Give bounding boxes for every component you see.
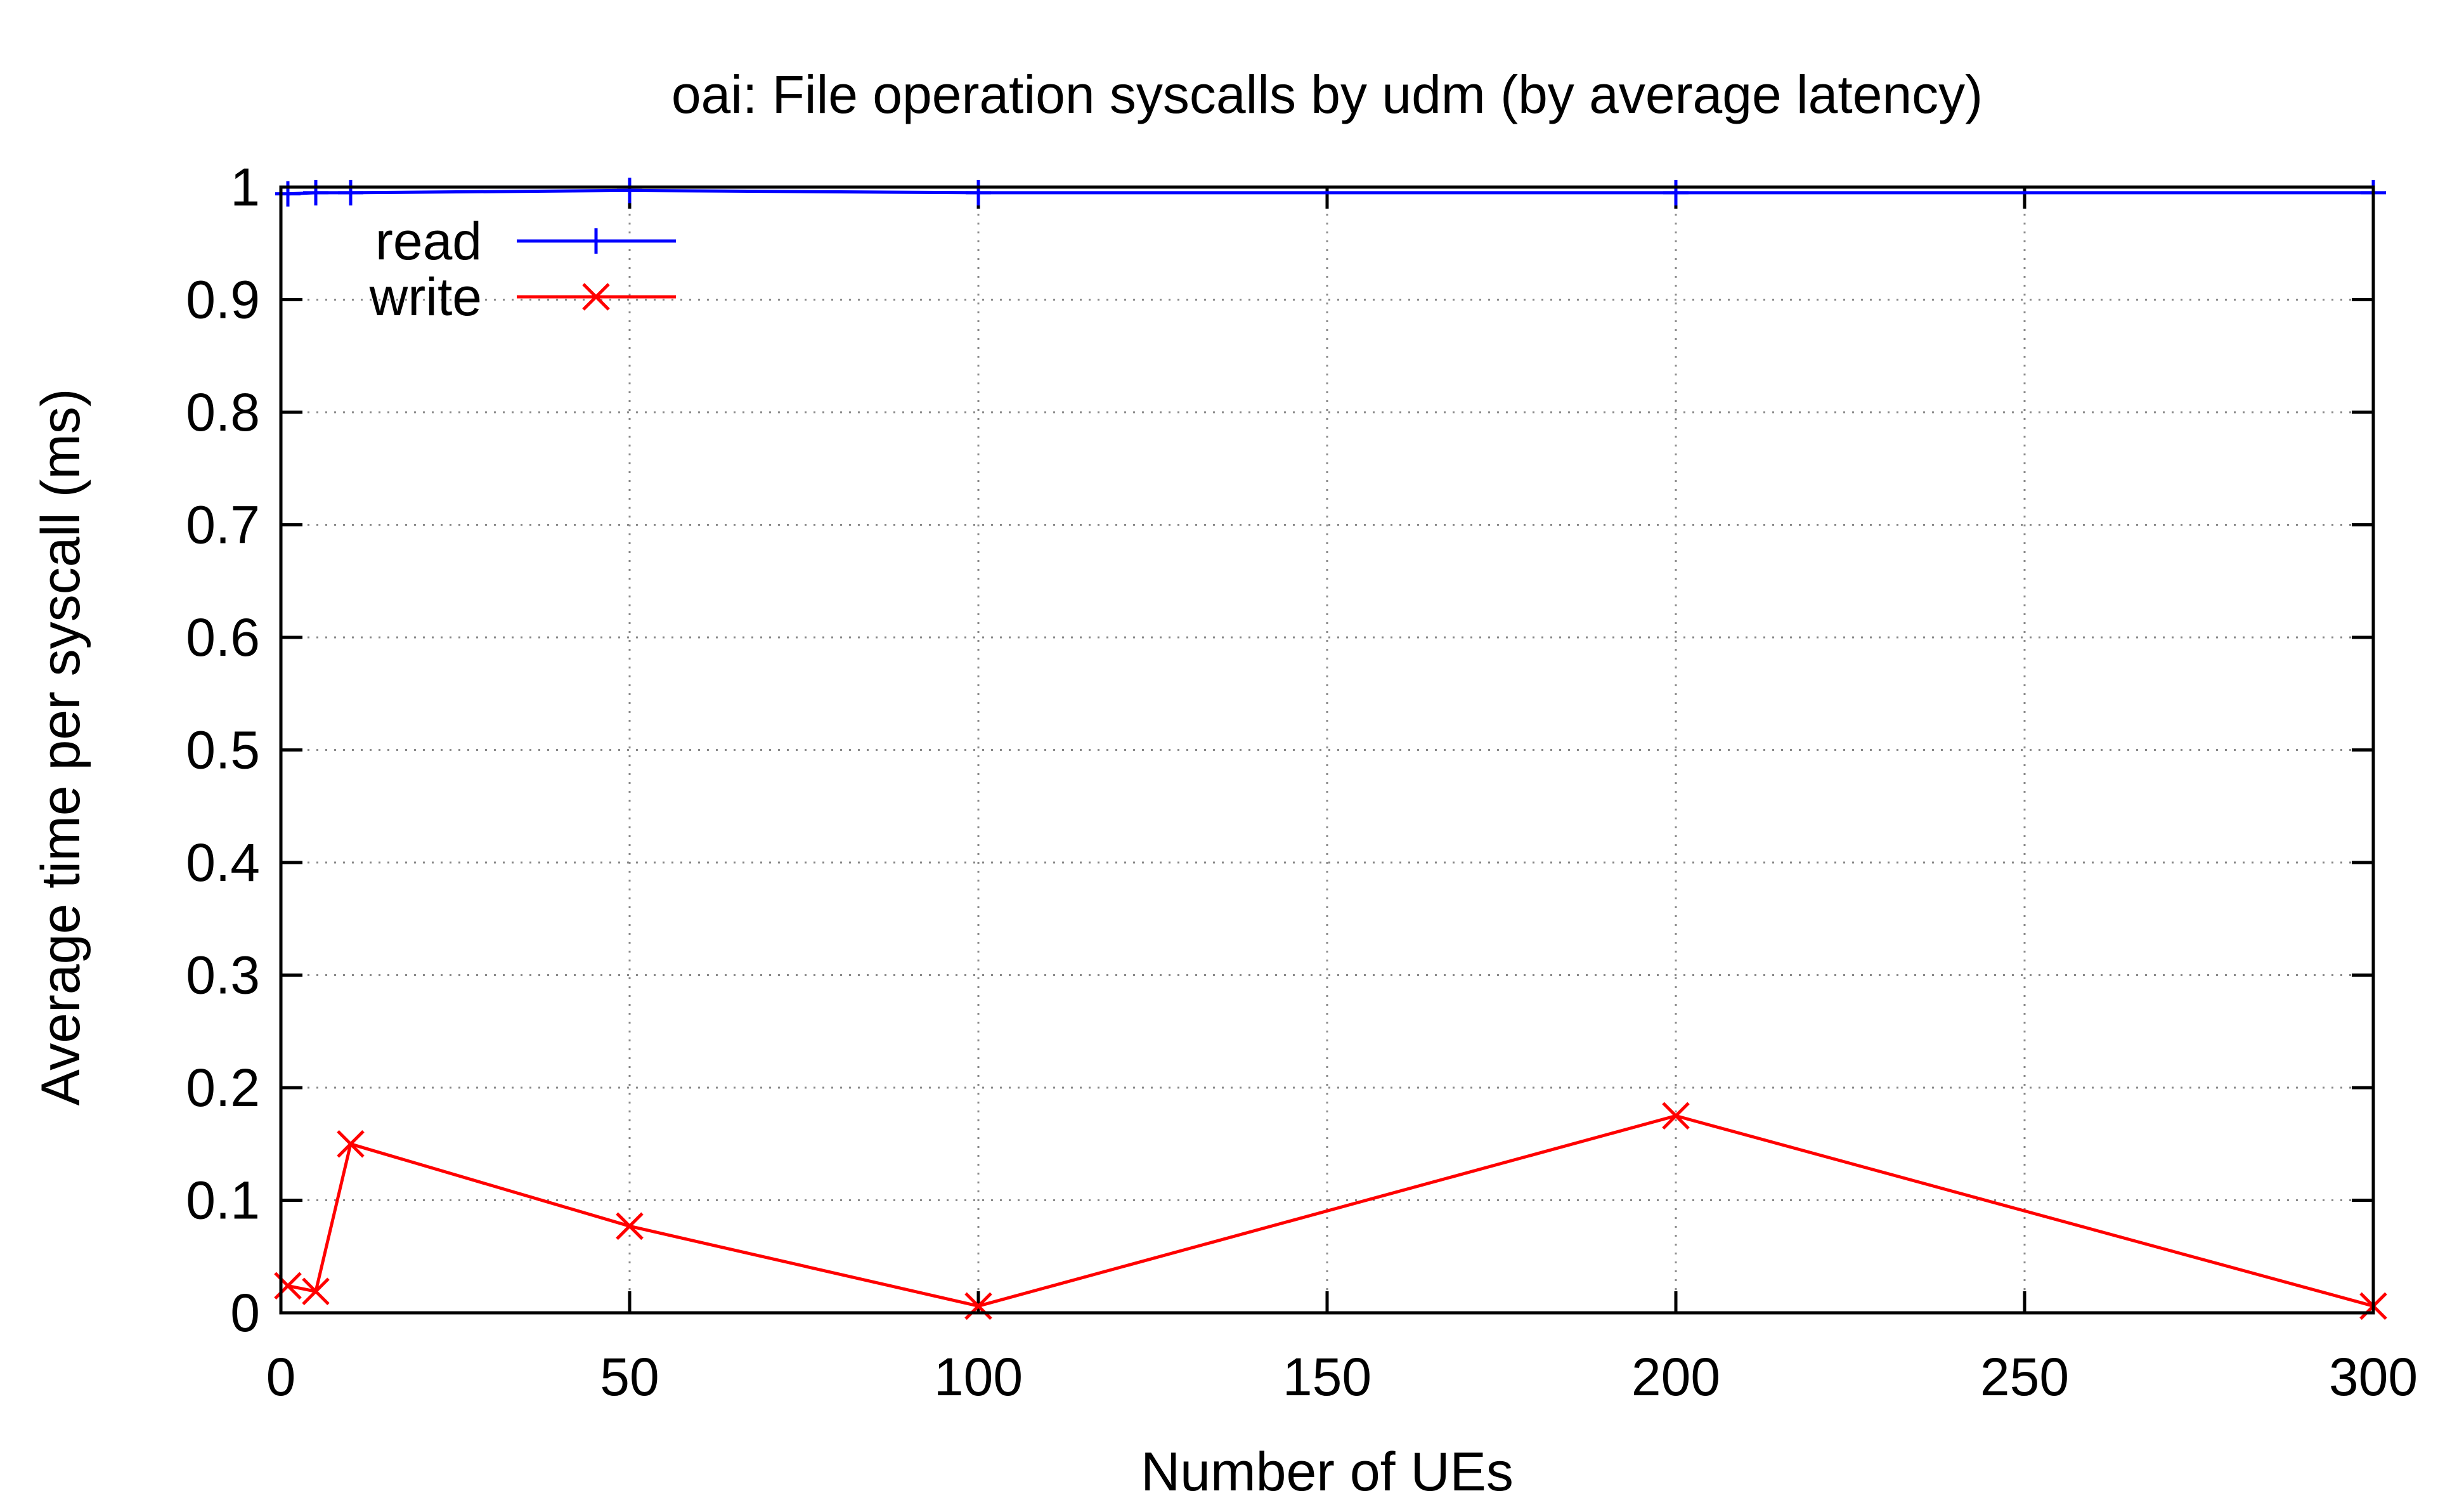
- chart-title: oai: File operation syscalls by udm (by …: [671, 65, 1983, 124]
- y-axis-label: Average time per syscall (ms): [30, 388, 91, 1105]
- legend-label: read: [375, 211, 482, 271]
- y-tick-label: 0.8: [186, 382, 260, 442]
- legend-label: write: [369, 267, 482, 327]
- x-tick-label: 100: [934, 1347, 1023, 1407]
- y-tick-labels: 0 0.1 0.2 0.3 0.4 0.5 0.6 0.7 0.8 0.9 1: [186, 157, 260, 1343]
- y-tick-label: 1: [230, 157, 260, 217]
- plot-series: [274, 178, 2387, 1320]
- legend-item-read: read: [375, 211, 676, 271]
- marker-stroke: [964, 1292, 992, 1320]
- y-tick-label: 0.6: [186, 608, 260, 667]
- data-point-write: [964, 1292, 992, 1320]
- data-point-write: [274, 1272, 302, 1300]
- x-axis-label: Number of UEs: [1141, 1442, 1514, 1498]
- data-point-read: [1663, 179, 1689, 205]
- y-tick-label: 0.2: [186, 1058, 260, 1117]
- data-point-read: [338, 179, 363, 205]
- data-point-write: [337, 1130, 365, 1158]
- y-tick-label: 0.3: [186, 946, 260, 1005]
- y-tick-label: 0.7: [186, 495, 260, 555]
- series-line-write: [287, 1114, 2374, 1308]
- data-point-read: [617, 178, 642, 204]
- marker-stroke: [302, 1277, 330, 1306]
- y-tick-label: 0.4: [186, 833, 260, 892]
- x-tick-label: 50: [600, 1347, 659, 1407]
- x-tick-label: 200: [1631, 1347, 1720, 1407]
- marker-stroke: [582, 283, 610, 311]
- legend-marker: [583, 228, 609, 254]
- data-point-write: [616, 1212, 644, 1241]
- marker-stroke: [1662, 1102, 1690, 1130]
- series-line-read: [287, 188, 2373, 196]
- data-point-read: [303, 179, 328, 205]
- grid-lines: [281, 187, 2373, 1313]
- x-tick-label: 0: [266, 1347, 296, 1407]
- marker-stroke: [337, 1130, 365, 1158]
- data-point-write: [302, 1277, 330, 1306]
- data-point-read: [275, 181, 301, 207]
- y-tick-label: 0.5: [186, 720, 260, 780]
- y-tick-label: 0.1: [186, 1171, 260, 1230]
- y-tick-label: 0.9: [186, 270, 260, 330]
- x-tick-label: 250: [1980, 1347, 2069, 1407]
- marker-stroke: [616, 1212, 644, 1241]
- legend-item-write: write: [369, 267, 676, 327]
- plot-frame: [279, 185, 2375, 1315]
- x-tick-labels: 0 50 100 150 200 250 300: [266, 1347, 2418, 1407]
- y-tick-label: 0: [230, 1283, 260, 1343]
- data-point-write: [1662, 1102, 1690, 1130]
- legend-marker: [582, 283, 610, 311]
- x-tick-label: 300: [2329, 1347, 2418, 1407]
- data-point-read: [966, 179, 991, 205]
- x-tick-label: 150: [1283, 1347, 1371, 1407]
